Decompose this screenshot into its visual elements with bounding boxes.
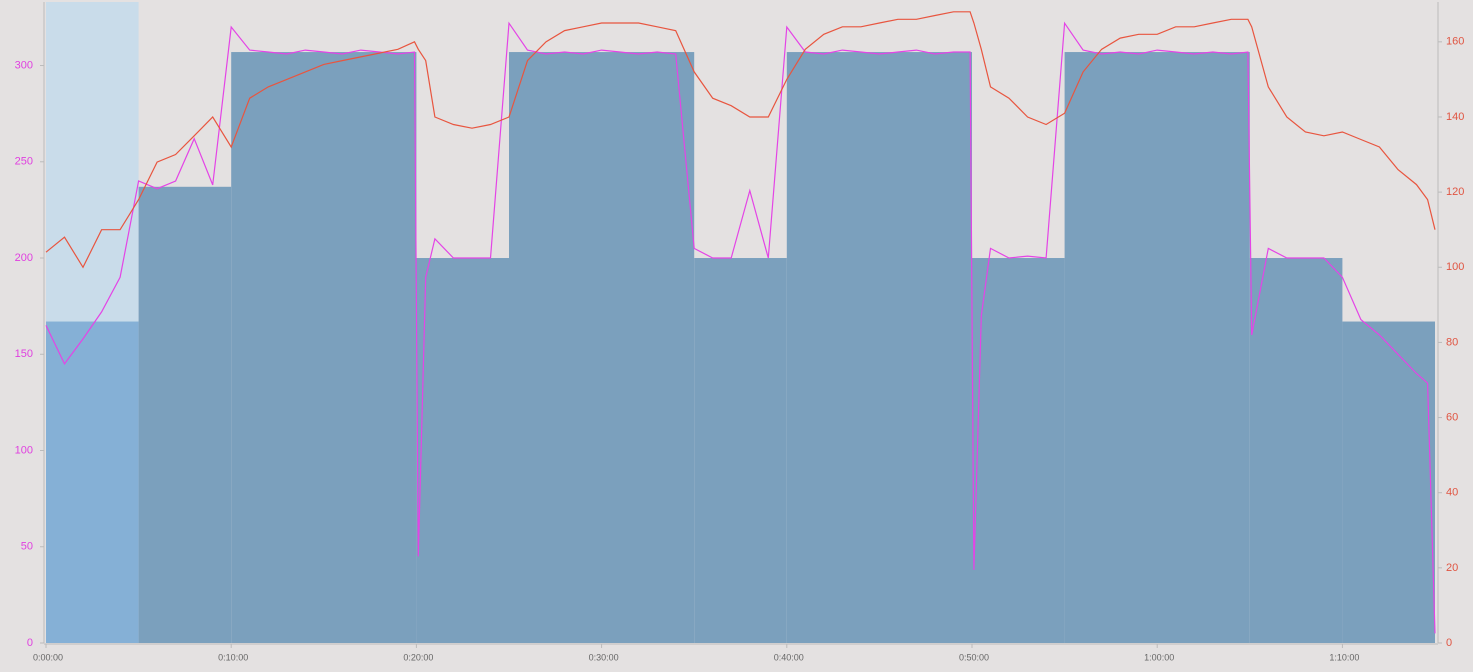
x-tick-label: 0:30:00 bbox=[589, 652, 619, 662]
y-tick-label: 150 bbox=[15, 348, 33, 360]
x-tick-label: 1:00:00 bbox=[1144, 652, 1174, 662]
y-tick-label: 50 bbox=[21, 541, 33, 553]
y2-tick-label: 80 bbox=[1446, 336, 1458, 348]
target-step bbox=[1064, 52, 1250, 644]
target-step bbox=[46, 321, 139, 643]
target-step bbox=[694, 258, 787, 643]
y2-tick-label: 120 bbox=[1446, 186, 1464, 198]
x-tick-label: 0:20:00 bbox=[403, 652, 433, 662]
y2-tick-label: 20 bbox=[1446, 562, 1458, 574]
y2-tick-label: 60 bbox=[1446, 411, 1458, 423]
target-step bbox=[231, 52, 417, 644]
target-step bbox=[1342, 321, 1435, 643]
y-tick-label: 0 bbox=[27, 637, 33, 649]
target-step bbox=[1249, 258, 1343, 643]
y2-tick-label: 0 bbox=[1446, 637, 1452, 649]
y2-tick-label: 140 bbox=[1446, 111, 1464, 123]
power-line bbox=[45, 21, 1436, 634]
target-step bbox=[972, 258, 1065, 643]
x-tick-label: 1:10:00 bbox=[1329, 652, 1359, 662]
y2-tick-label: 40 bbox=[1446, 487, 1458, 499]
target-step bbox=[138, 186, 232, 643]
y2-tick-label: 100 bbox=[1446, 261, 1464, 273]
y-tick-label: 200 bbox=[15, 252, 33, 264]
x-tick-label: 0:50:00 bbox=[959, 652, 989, 662]
y-tick-label: 250 bbox=[15, 156, 33, 168]
y-tick-label: 300 bbox=[15, 59, 33, 71]
x-tick-label: 0:10:00 bbox=[218, 652, 248, 662]
x-tick-label: 0:00:00 bbox=[33, 652, 63, 662]
target-step bbox=[786, 52, 972, 644]
y-tick-label: 100 bbox=[15, 444, 33, 456]
target-step bbox=[509, 52, 695, 644]
heart-rate-line bbox=[45, 11, 1436, 269]
y2-tick-label: 160 bbox=[1446, 36, 1464, 48]
target-step bbox=[416, 258, 509, 643]
x-tick-label: 0:40:00 bbox=[774, 652, 804, 662]
